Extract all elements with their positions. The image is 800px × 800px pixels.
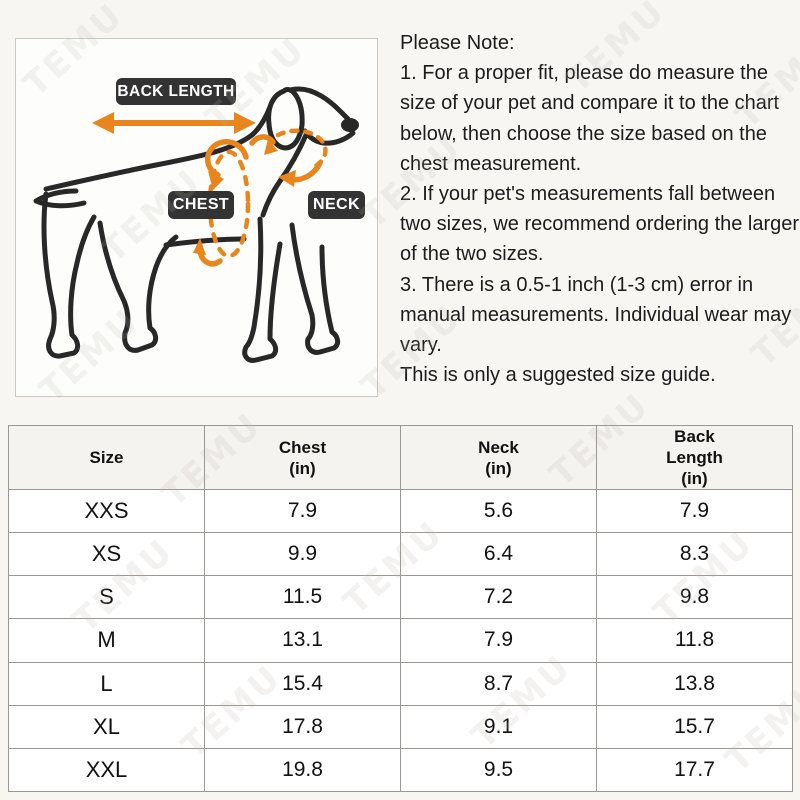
- back-length-label: BACK LENGTH: [116, 78, 236, 105]
- size-cell: XXS: [8, 488, 205, 534]
- neck-label: NECK: [308, 191, 365, 219]
- table-row: XXS 7.9 5.6 7.9: [8, 488, 793, 534]
- chest-cell: 17.8: [204, 704, 401, 749]
- neck-cell: 5.6: [400, 488, 597, 534]
- neck-cell: 9.1: [400, 704, 597, 749]
- chest-cell: 19.8: [204, 747, 401, 793]
- back-length-cell: 11.8: [596, 618, 793, 663]
- back-length-cell: 9.8: [596, 575, 793, 620]
- header-back-length: Back Length (in): [596, 425, 793, 490]
- table-row: XS 9.9 6.4 8.3: [8, 532, 793, 577]
- header-size: Size: [8, 425, 205, 490]
- back-length-cell: 15.7: [596, 704, 793, 749]
- neck-arrow: [249, 134, 323, 187]
- chest-arrow-top: [204, 139, 249, 190]
- chest-cell: 15.4: [204, 661, 401, 706]
- back-length-cell: 7.9: [596, 488, 793, 534]
- back-length-cell: 17.7: [596, 747, 793, 793]
- back-length-arrow: [92, 112, 256, 134]
- size-cell: XL: [8, 704, 205, 749]
- note-item-3: 3. There is a 0.5-1 inch (1-3 cm) error …: [400, 273, 792, 357]
- table-row: M 13.1 7.9 11.8: [8, 618, 793, 663]
- size-cell: S: [8, 575, 205, 620]
- chest-arrow-bottom: [193, 238, 223, 267]
- dog-outline: [33, 86, 356, 363]
- table-row: S 11.5 7.2 9.8: [8, 575, 793, 620]
- dog-nose: [341, 118, 359, 132]
- size-cell: M: [8, 618, 205, 663]
- table-row: XXL 19.8 9.5 17.7: [8, 747, 793, 793]
- chest-label: CHEST: [168, 191, 234, 219]
- back-length-cell: 8.3: [596, 532, 793, 577]
- back-length-cell: 13.8: [596, 661, 793, 706]
- chest-cell: 13.1: [204, 618, 401, 663]
- note-footer: This is only a suggested size guide.: [400, 364, 716, 387]
- neck-cell: 9.5: [400, 747, 597, 793]
- size-note: Please Note: 1. For a proper fit, please…: [400, 28, 800, 390]
- table-row: L 15.4 8.7 13.8: [8, 661, 793, 706]
- note-item-2: 2. If your pet's measurements fall betwe…: [400, 183, 800, 266]
- header-chest: Chest (in): [204, 425, 401, 490]
- size-cell: XS: [8, 532, 205, 577]
- chest-cell: 9.9: [204, 532, 401, 577]
- neck-cell: 7.9: [400, 618, 597, 663]
- neck-cell: 8.7: [400, 661, 597, 706]
- neck-cell: 7.2: [400, 575, 597, 620]
- size-cell: XXL: [8, 747, 205, 793]
- header-row: Size Chest (in) Neck (in) Back Length (i…: [8, 425, 793, 490]
- neck-cell: 6.4: [400, 532, 597, 577]
- header-neck: Neck (in): [400, 425, 597, 490]
- size-chart-header: Size Chest (in) Neck (in) Back Length (i…: [8, 425, 793, 490]
- chest-cell: 11.5: [204, 575, 401, 620]
- measurement-diagram-panel: BACK LENGTH CHEST NECK: [15, 38, 378, 397]
- note-title: Please Note:: [400, 32, 515, 54]
- chest-cell: 7.9: [204, 488, 401, 534]
- neck-girth-dashes: [275, 128, 328, 170]
- size-cell: L: [8, 661, 205, 706]
- note-item-1: 1. For a proper fit, please do measure t…: [400, 62, 780, 175]
- size-chart-table: Size Chest (in) Neck (in) Back Length (i…: [8, 425, 793, 793]
- table-row: XL 17.8 9.1 15.7: [8, 704, 793, 749]
